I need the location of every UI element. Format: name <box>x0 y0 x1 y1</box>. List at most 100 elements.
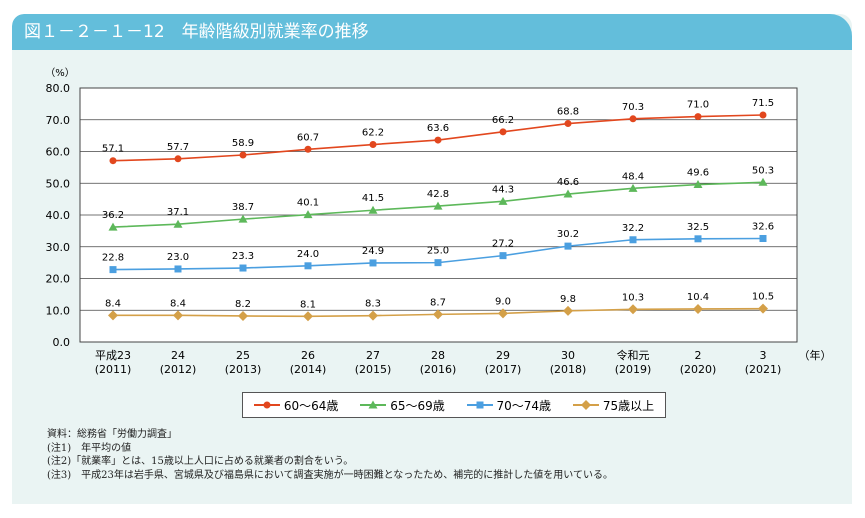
x-tick-sublabel: (2016) <box>420 363 457 376</box>
data-label: 27.2 <box>492 239 514 250</box>
data-point <box>174 265 182 273</box>
x-axis-label: （年） <box>799 348 832 362</box>
data-label: 40.1 <box>297 198 319 209</box>
data-label: 71.5 <box>752 98 774 109</box>
legend-item: 60～64歳 <box>253 397 338 414</box>
data-label: 41.5 <box>362 193 384 204</box>
x-tick-sublabel: (2020) <box>680 363 717 376</box>
data-point <box>628 183 638 192</box>
data-point <box>628 304 638 315</box>
data-point <box>563 189 573 198</box>
data-point <box>109 157 117 165</box>
legend-marker <box>580 400 591 410</box>
legend-label: 70～74歳 <box>496 398 552 413</box>
data-point <box>498 308 508 319</box>
data-label: 8.2 <box>235 299 251 310</box>
note-line: (注1) 年平均の値 <box>47 442 132 454</box>
legend: 60～64歳 65～69歳 70～74歳 75歳以上 <box>242 392 666 418</box>
legend-marker <box>476 401 483 409</box>
legend-marker-icon <box>572 400 599 410</box>
data-label: 38.7 <box>232 202 254 213</box>
data-point <box>238 310 248 321</box>
data-point <box>108 222 118 231</box>
data-point <box>499 128 507 136</box>
legend-marker-icon <box>360 400 387 409</box>
data-label: 66.2 <box>492 115 514 126</box>
legend-item: 65～69歳 <box>360 397 445 414</box>
data-label: 8.4 <box>170 298 186 309</box>
data-label: 8.3 <box>365 299 381 310</box>
y-tick-label: 80.0 <box>46 82 71 95</box>
x-tick-label: 2 <box>695 349 702 362</box>
x-tick-sublabel: (2021) <box>745 363 782 376</box>
legend-label: 65～69歳 <box>390 398 445 413</box>
x-tick-sublabel: (2015) <box>355 363 392 376</box>
data-point <box>758 303 768 314</box>
data-label: 37.1 <box>167 207 189 218</box>
data-label: 57.1 <box>102 144 124 155</box>
data-label: 68.8 <box>557 107 579 118</box>
data-point <box>564 242 572 250</box>
data-label: 30.2 <box>557 229 579 240</box>
x-tick-sublabel: (2019) <box>615 363 652 376</box>
data-point <box>693 180 703 189</box>
data-point <box>173 310 183 321</box>
data-point <box>629 236 637 244</box>
x-tick-sublabel: (2018) <box>550 363 587 376</box>
data-label: 32.6 <box>752 221 774 232</box>
data-point <box>368 310 378 321</box>
data-point <box>563 305 573 316</box>
data-label: 57.7 <box>167 142 189 153</box>
legend-marker-icon <box>466 401 493 409</box>
note-line: (注2)「就業率」とは、15歳以上人口に占める就業者の割合をいう。 <box>47 456 354 467</box>
data-point <box>369 259 377 267</box>
data-label: 44.3 <box>492 184 514 195</box>
data-label: 9.8 <box>560 294 576 305</box>
data-point <box>368 205 378 214</box>
x-tick-sublabel: (2012) <box>160 363 197 376</box>
data-point <box>498 196 508 205</box>
data-point <box>694 113 702 121</box>
y-tick-label: 10.0 <box>46 304 71 317</box>
y-tick-label: 50.0 <box>46 177 71 190</box>
data-label: 32.5 <box>687 222 709 233</box>
data-label: 62.2 <box>362 128 384 139</box>
data-label: 8.1 <box>300 299 316 310</box>
data-point <box>694 235 702 243</box>
y-axis-label: （%） <box>45 67 75 79</box>
data-point <box>499 252 507 260</box>
data-point <box>564 120 572 128</box>
x-tick-label: 27 <box>366 349 380 362</box>
note-line: (注3) 平成23年は岩手県、宮城県及び福島県において調査実施が一時困難となった… <box>47 469 613 481</box>
x-tick-label: 26 <box>301 349 315 362</box>
data-point <box>303 311 313 322</box>
legend-marker <box>368 400 378 409</box>
data-label: 24.0 <box>297 249 319 260</box>
data-point <box>173 219 183 228</box>
figure-title: 図１－２－１－12 年齢階級別就業率の推移 <box>12 14 852 50</box>
data-point <box>109 266 117 274</box>
legend-marker <box>263 401 271 409</box>
data-point <box>759 234 767 242</box>
x-tick-sublabel: (2017) <box>485 363 522 376</box>
x-tick-sublabel: (2011) <box>95 363 132 376</box>
y-tick-label: 20.0 <box>46 273 71 286</box>
data-point <box>434 259 442 267</box>
data-label: 10.5 <box>752 292 774 303</box>
y-tick-label: 30.0 <box>46 241 71 254</box>
data-label: 70.3 <box>622 102 644 113</box>
data-label: 23.0 <box>167 252 189 263</box>
legend-marker-icon <box>253 401 280 409</box>
data-label: 48.4 <box>622 171 644 182</box>
data-label: 50.3 <box>752 165 774 176</box>
note-line: 資料：総務省「労働力調査」 <box>47 429 177 440</box>
data-point <box>304 145 312 153</box>
data-label: 58.9 <box>232 138 254 149</box>
y-tick-label: 60.0 <box>46 146 71 159</box>
data-point <box>238 214 248 223</box>
data-label: 49.6 <box>687 168 709 179</box>
y-tick-label: 40.0 <box>46 209 71 222</box>
x-tick-label: 3 <box>760 349 767 362</box>
x-tick-label: 25 <box>236 349 250 362</box>
